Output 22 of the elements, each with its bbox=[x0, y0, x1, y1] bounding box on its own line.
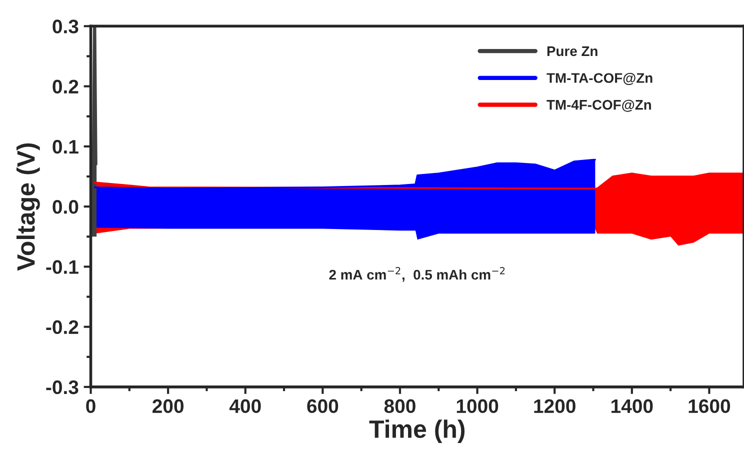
y-tick-label: 0.0 bbox=[52, 200, 78, 214]
y-tick-label: 0.2 bbox=[52, 80, 78, 94]
x-tick-label: 400 bbox=[229, 399, 261, 414]
y-tick-label: 0.1 bbox=[52, 140, 78, 154]
legend-label: TM-TA-COF@Zn bbox=[546, 72, 652, 85]
annotation: 2 mA cm$^{−2}$, 0.5 mAh cm$^{−2}$ bbox=[329, 267, 505, 282]
legend-label: TM-4F-COF@Zn bbox=[546, 100, 651, 112]
y-tick-label: -0.3 bbox=[46, 380, 78, 394]
y-tick-label: 0.3 bbox=[52, 20, 78, 34]
x-tick-label: 1400 bbox=[612, 399, 653, 414]
x-tick-label: 1000 bbox=[456, 399, 498, 414]
x-tick-label: 600 bbox=[307, 399, 338, 414]
x-axis-title: Time (h) bbox=[369, 420, 465, 443]
y-axis-title: Voltage (V) bbox=[16, 143, 40, 271]
x-tick-label: 800 bbox=[384, 399, 416, 414]
x-tick-label: 0 bbox=[86, 399, 96, 414]
x-tick-label: 200 bbox=[152, 399, 184, 414]
x-tick-label: 1200 bbox=[534, 399, 576, 414]
y-tick-label: -0.2 bbox=[46, 320, 78, 334]
x-tick-label: 1600 bbox=[688, 399, 730, 414]
y-tick-label: -0.1 bbox=[46, 260, 78, 274]
legend-label: Pure Zn bbox=[547, 46, 598, 56]
